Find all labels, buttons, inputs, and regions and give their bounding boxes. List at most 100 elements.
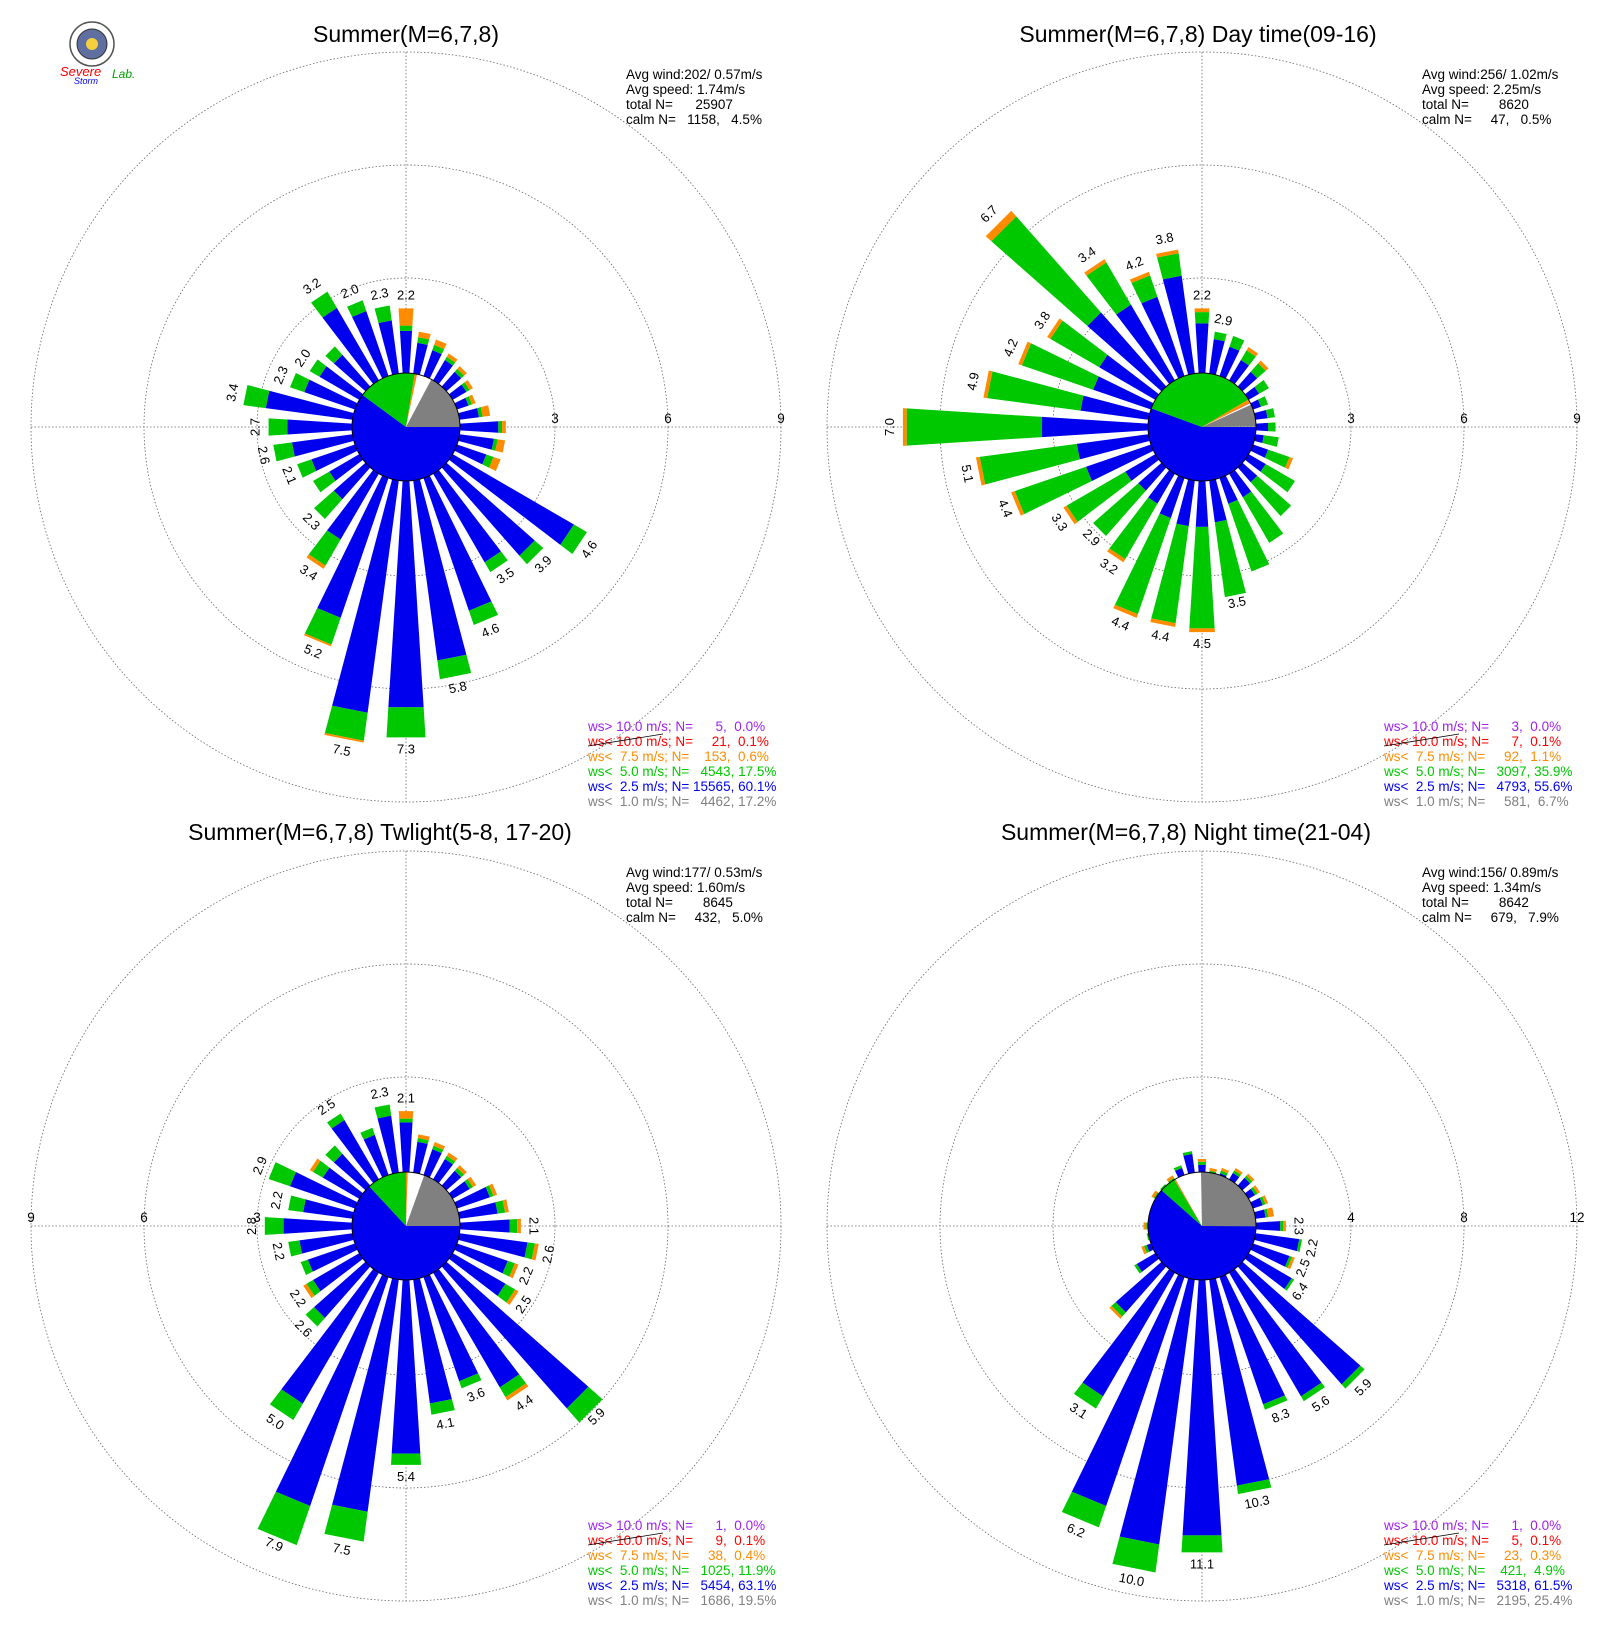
grid-ring — [1052, 1076, 1352, 1376]
bar-segment-lt25 — [441, 1170, 462, 1191]
bar-segment-lt75 — [495, 439, 506, 453]
bar-segment-lt25 — [363, 1134, 389, 1178]
bar-segment-lt25 — [441, 1261, 589, 1409]
bar-value-label: 2.0 — [339, 281, 361, 302]
bar-segment-lt25 — [433, 1159, 453, 1184]
bar-segment-lt25 — [1125, 454, 1160, 481]
bar-segment-lt5 — [477, 407, 483, 418]
bar-segment-lt25 — [1115, 1261, 1167, 1313]
bar-value-label: 4.5 — [1193, 636, 1211, 651]
bar-value-label: 5.0 — [264, 1410, 287, 1433]
pie-slice-calm — [1175, 1172, 1202, 1226]
bar-segment-lt5 — [1250, 363, 1266, 379]
bar-segment-lt25 — [448, 384, 467, 400]
bar-segment-lt75 — [1107, 548, 1126, 563]
bar-segment-lt25 — [1162, 275, 1195, 375]
bar-value-label: 4.4 — [1109, 613, 1131, 634]
bar-segment-lt5 — [1213, 331, 1227, 342]
stat-line: Avg speed: 1.74m/s — [626, 82, 745, 97]
bar-value-label: 2.2 — [270, 1241, 288, 1262]
bar-segment-lt5 — [268, 418, 288, 436]
pie-outline — [351, 1171, 461, 1281]
bar-segment-lt5 — [311, 291, 337, 318]
bar-segment-lt75 — [480, 405, 491, 417]
bar-segment-lt25 — [314, 1261, 371, 1318]
bar-segment-lt5 — [1300, 1382, 1325, 1402]
bar-segment-lt75 — [434, 339, 447, 350]
bar-segment-lt75 — [457, 1165, 467, 1175]
bar-segment-lt5 — [1296, 1239, 1303, 1252]
bar-segment-lt25 — [312, 1253, 364, 1292]
legend-entry: ws< 1.0 m/s; N= 4462, 17.2% — [587, 794, 776, 809]
bar-value-label: 2.5 — [1292, 1257, 1313, 1279]
ring-label: 3 — [253, 1210, 261, 1225]
bar-value-label: 4.4 — [995, 497, 1016, 519]
bar-segment-lt5 — [1111, 1302, 1126, 1317]
ring-label: 8 — [1460, 1210, 1468, 1225]
legend-entry: ws< 7.5 m/s; N= 23, 0.3% — [1383, 1548, 1561, 1563]
bar-segment-lt75 — [1141, 1245, 1147, 1255]
bar-segment-lt75 — [1151, 1190, 1158, 1198]
bar-value-label: 4.2 — [1000, 336, 1021, 358]
stat-line: Avg wind:202/ 0.57m/s — [626, 67, 763, 82]
bar-segment-lt25 — [289, 1172, 358, 1209]
bar-segment-lt5 — [1182, 1151, 1193, 1156]
bar-segment-lt75 — [506, 1289, 519, 1305]
bar-value-label: 10.0 — [1118, 1570, 1146, 1590]
legend-entry: ws< 1.0 m/s; N= 2195, 25.4% — [1383, 1593, 1572, 1608]
bar-segment-lt75 — [1129, 271, 1151, 284]
bar-value-label: 2.8 — [244, 1217, 259, 1235]
bar-segment-lt75 — [1266, 1207, 1275, 1218]
bar-segment-lt25 — [329, 454, 364, 481]
bar-value-label: 3.6 — [465, 1384, 487, 1405]
bar-segment-lt75 — [983, 370, 993, 399]
bar-segment-lt5 — [1250, 1187, 1258, 1196]
bar-segment-lt75 — [1047, 318, 1063, 339]
bar-segment-lt5 — [1021, 343, 1099, 390]
bar-value-label: 4.4 — [512, 1392, 535, 1415]
bar-segment-lt25 — [1209, 479, 1227, 523]
bar-segment-lt5 — [1341, 1365, 1365, 1389]
bar-segment-lt25 — [1250, 399, 1262, 410]
bar-segment-lt25 — [1082, 1268, 1175, 1397]
bar-value-label: 2.3 — [270, 364, 291, 386]
bar-segment-lt5 — [1073, 1382, 1104, 1409]
bar-segment-lt25 — [1159, 475, 1185, 519]
bar-segment-lt25 — [441, 371, 462, 392]
bar-segment-lt75 — [1246, 347, 1259, 357]
bar-segment-lt5 — [288, 1240, 303, 1257]
bar-segment-lt75 — [1287, 1256, 1295, 1270]
bar-value-label: 5.4 — [397, 1469, 415, 1484]
bar-segment-lt25 — [1254, 410, 1268, 420]
legend-entry: ws> 10.0 m/s; N= 1, 0.0% — [587, 1518, 765, 1533]
bar-segment-lt75 — [303, 633, 332, 647]
legend-entry: ws> 10.0 m/s; N= 1, 0.0% — [1383, 1518, 1561, 1533]
bar-segment-lt5 — [325, 346, 343, 364]
pie-slice-lt1 — [406, 1175, 460, 1226]
bar-segment-lt25 — [327, 469, 379, 540]
bar-segment-lt75 — [324, 733, 364, 743]
bar-segment-lt5 — [497, 1283, 516, 1303]
bar-value-label: 2.7 — [248, 418, 263, 436]
bar-segment-lt25 — [1244, 454, 1266, 472]
logo-text-lab: Lab. — [112, 67, 135, 81]
bar-segment-lt75 — [446, 353, 458, 363]
bar-segment-lt25 — [423, 1274, 479, 1382]
bar-value-label: 7.5 — [331, 741, 352, 759]
bar-value-label: 5.1 — [958, 463, 976, 484]
pie-slice-calm — [406, 374, 432, 427]
bar-segment-lt25 — [303, 1199, 354, 1219]
bar-segment-lt5 — [498, 420, 503, 434]
legend-entry: ws< 1.0 m/s; N= 581, 6.7% — [1383, 794, 1569, 809]
stat-line: calm N= 679, 7.9% — [1422, 910, 1559, 925]
bar-segment-lt25 — [352, 310, 389, 379]
bar-segment-lt75 — [398, 1111, 414, 1119]
bar-segment-lt25 — [388, 480, 424, 708]
bar-segment-lt25 — [1250, 1197, 1263, 1209]
bar-segment-lt25 — [1244, 386, 1260, 400]
bar-value-label: 4.6 — [578, 538, 601, 561]
bar-value-label: 3.2 — [1097, 555, 1120, 578]
bar-segment-lt25 — [291, 434, 354, 457]
stat-line: Avg speed: 1.34m/s — [1422, 880, 1541, 895]
bar-segment-lt75 — [433, 1142, 446, 1150]
